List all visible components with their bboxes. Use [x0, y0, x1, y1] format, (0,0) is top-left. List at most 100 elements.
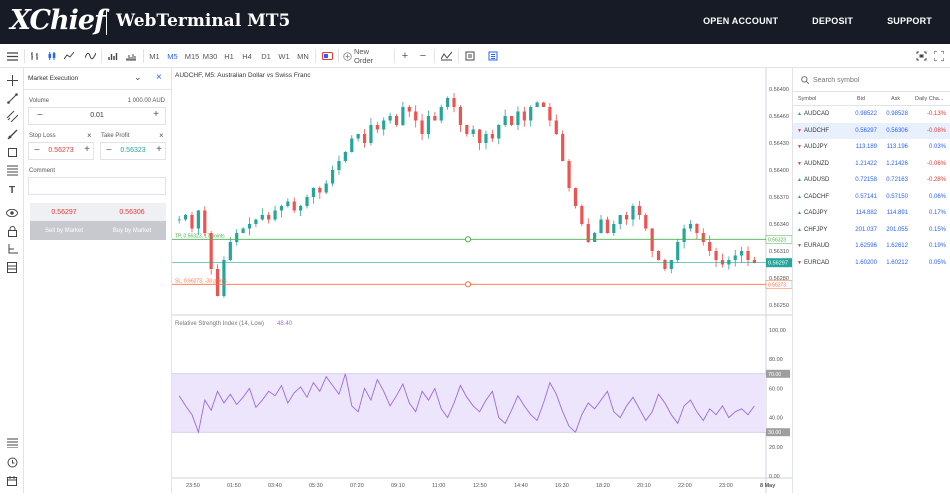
price-tick-label: 0.56430 [769, 141, 789, 147]
symbol-row-eurcad[interactable]: ▼ EURCAD 1.60200 1.60212 0.05% [793, 255, 950, 272]
stop-loss-clear-icon[interactable]: × [87, 131, 92, 140]
ray-icon[interactable] [4, 126, 20, 142]
new-order-icon[interactable] [341, 44, 353, 68]
col-symbol[interactable]: Symbol [798, 96, 817, 102]
stop-loss-plus-button[interactable]: + [84, 144, 90, 155]
symbol-row-audusd[interactable]: ▲ AUDUSD 0.72158 0.72163 -0.28% [793, 172, 950, 189]
tf-D1[interactable]: D1 [261, 51, 271, 61]
volume-plus-button[interactable]: + [153, 109, 159, 120]
panel-toggle-icon[interactable] [486, 44, 500, 68]
candle-body [311, 188, 316, 197]
candle-body [273, 210, 277, 220]
candle-body [375, 125, 379, 130]
bars-chart-icon[interactable] [28, 44, 42, 68]
close-icon[interactable]: × [156, 72, 162, 83]
screenshot-icon[interactable] [914, 44, 928, 68]
candle-body [554, 120, 558, 134]
zoom-out-icon[interactable]: − [419, 50, 427, 62]
calculator-icon[interactable] [4, 259, 20, 275]
new-order-button[interactable]: New Order [354, 47, 374, 65]
take-profit-input[interactable]: 0.56323 [120, 147, 146, 154]
parallel-channel-icon[interactable] [4, 108, 20, 124]
chart-area[interactable]: 0.56490 0.56460 0.56430 0.56400 0.56370 0.563… [172, 68, 793, 493]
arrow-down-icon: ▼ [797, 160, 802, 167]
volume-minus-button[interactable]: − [37, 110, 43, 121]
chevron-down-icon[interactable]: ⌄ [134, 72, 142, 82]
candle-body [593, 233, 597, 242]
volume-label: Volume [29, 98, 50, 104]
trend-line-icon[interactable] [4, 90, 20, 106]
symbol-row-euraud[interactable]: ▼ EURAUD 1.62596 1.62612 0.19% [793, 238, 950, 255]
candle-body [458, 107, 463, 125]
stop-loss-input[interactable]: 0.56273 [48, 147, 74, 154]
take-profit-minus-button[interactable]: − [106, 145, 112, 156]
bid-price: 1.62596 [855, 243, 877, 250]
lock-icon[interactable] [4, 223, 20, 239]
symbol-row-audnzd[interactable]: ▼ AUDNZD 1.21422 1.21426 -0.06% [793, 156, 950, 173]
tf-M1[interactable]: M1 [149, 51, 160, 61]
list-icon[interactable] [4, 435, 20, 451]
candle-body [586, 224, 590, 242]
sell-by-market-button[interactable]: Sell by Market [30, 221, 98, 240]
volume-icon[interactable] [106, 44, 120, 68]
take-profit-plus-button[interactable]: + [156, 144, 162, 155]
execution-selector[interactable]: Market Execution ⌄ × [24, 68, 172, 90]
candle-body [714, 251, 718, 260]
time-tick-label: 23:00 [719, 483, 733, 489]
symbol-name: EURCAD [804, 259, 830, 266]
price-tick-label: 0.56340 [769, 222, 789, 228]
symbol-row-cadjpy[interactable]: ▲ CADJPY 114.882 114.891 0.17% [793, 205, 950, 222]
line-chart-icon[interactable] [62, 44, 76, 68]
stop-loss-minus-button[interactable]: − [34, 145, 40, 156]
templates-icon[interactable] [463, 44, 477, 68]
history-icon[interactable] [4, 454, 20, 470]
text-tool-icon[interactable]: T [8, 184, 16, 196]
calendar-icon[interactable] [4, 473, 20, 489]
symbol-search [793, 68, 950, 92]
candles-chart-icon[interactable] [45, 44, 59, 68]
tf-H1[interactable]: H1 [224, 51, 234, 61]
crosshair-icon[interactable] [4, 72, 20, 88]
one-click-trading-icon[interactable] [319, 44, 335, 68]
visibility-eye-icon[interactable] [4, 205, 20, 221]
symbol-row-cadchf[interactable]: ▲ CADCHF 0.57141 0.57150 0.06% [793, 189, 950, 206]
stop-loss-label: Stop Loss [29, 133, 56, 139]
candle-body [561, 134, 565, 161]
tf-W1[interactable]: W1 [278, 51, 290, 61]
time-tick-label: 8 May [760, 483, 776, 489]
tf-H4[interactable]: H4 [242, 51, 252, 61]
brand-logo[interactable]: XChief [10, 5, 106, 36]
menu-icon[interactable] [4, 44, 20, 68]
comment-input[interactable] [28, 177, 166, 195]
price-chart[interactable]: 0.56490 0.56460 0.56430 0.56400 0.56370 0.563… [172, 68, 793, 493]
depth-icon[interactable] [124, 44, 138, 68]
tf-M30[interactable]: M30 [202, 51, 218, 61]
fibonacci-icon[interactable] [4, 162, 20, 178]
symbol-row-chfjpy[interactable]: ▲ CHFJPY 201.037 201.055 0.15% [793, 222, 950, 239]
col-daily-change[interactable]: Daily Cha... [915, 96, 944, 102]
buy-by-market-button[interactable]: Buy by Market [98, 221, 166, 240]
volume-input[interactable]: 0.01 [90, 112, 104, 119]
zoom-in-icon[interactable]: + [401, 50, 409, 62]
line-style-icon[interactable] [83, 44, 97, 68]
deposit-link[interactable]: DEPOSIT [812, 16, 854, 26]
symbol-row-audchf[interactable]: ▼ AUDCHF 0.56297 0.56306 -0.08% [793, 122, 950, 139]
symbol-row-audcad[interactable]: ▲ AUDCAD 0.98522 0.98528 -0.13% [793, 106, 950, 123]
search-input[interactable] [813, 73, 943, 87]
tf-MN[interactable]: MN [297, 51, 309, 61]
tf-M5[interactable]: M5 [167, 51, 178, 61]
col-bid[interactable]: Bid [857, 96, 865, 102]
support-link[interactable]: SUPPORT [887, 16, 932, 26]
fullscreen-icon[interactable] [932, 44, 946, 68]
indicators-icon[interactable] [439, 44, 453, 68]
take-profit-clear-icon[interactable]: × [159, 131, 164, 140]
open-account-link[interactable]: OPEN ACCOUNT [703, 16, 779, 26]
drawing-tools: T [0, 68, 24, 493]
rectangle-icon[interactable] [4, 144, 20, 160]
symbol-row-audjpy[interactable]: ▼ AUDJPY 113.189 113.196 0.03% [793, 139, 950, 156]
sl-price-tag-text: 0.56273 [768, 282, 786, 288]
candle-body [567, 161, 571, 188]
hierarchy-icon[interactable] [4, 241, 20, 257]
tf-M15[interactable]: M15 [184, 51, 200, 61]
col-ask[interactable]: Ask [891, 96, 901, 102]
